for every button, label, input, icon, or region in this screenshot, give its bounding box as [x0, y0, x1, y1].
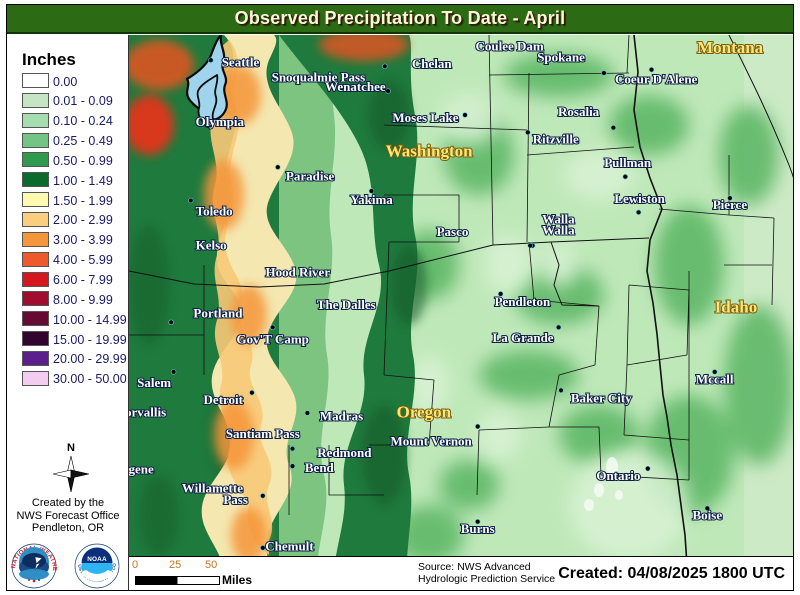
svg-text:Idaho: Idaho [715, 297, 758, 316]
svg-text:Wenatchee: Wenatchee [325, 79, 386, 94]
svg-text:Bend: Bend [305, 460, 335, 475]
svg-text:Paradise: Paradise [286, 169, 335, 184]
svg-text:Salem: Salem [137, 375, 171, 390]
svg-text:Eugene: Eugene [129, 462, 154, 477]
svg-text:Baker City: Baker City [571, 391, 632, 406]
svg-text:Ontario: Ontario [596, 468, 640, 483]
svg-text:Coeur D'Alene: Coeur D'Alene [615, 72, 698, 87]
svg-text:Redmond: Redmond [317, 445, 372, 460]
svg-text:The Dalles: The Dalles [317, 297, 376, 312]
svg-text:Walla: Walla [542, 223, 575, 238]
svg-text:Madras: Madras [320, 409, 363, 424]
svg-text:Toledo: Toledo [196, 204, 233, 219]
svg-text:Gov'T Camp: Gov'T Camp [237, 332, 309, 347]
svg-text:Spokane: Spokane [537, 50, 585, 65]
svg-text:Pendleton: Pendleton [495, 294, 551, 309]
svg-text:Washington: Washington [386, 142, 473, 161]
svg-text:Yakima: Yakima [350, 192, 393, 207]
svg-text:Portland: Portland [193, 305, 243, 320]
svg-text:Kelso: Kelso [196, 238, 227, 253]
svg-text:Boise: Boise [692, 508, 722, 523]
svg-text:Chemult: Chemult [265, 538, 314, 553]
svg-text:Pullman: Pullman [604, 155, 652, 170]
svg-text:Corvallis: Corvallis [129, 405, 166, 420]
svg-text:Oregon: Oregon [397, 403, 452, 422]
svg-text:Lewiston: Lewiston [614, 191, 665, 206]
svg-text:Seattle: Seattle [222, 54, 260, 69]
svg-text:Montana: Montana [697, 38, 764, 57]
svg-text:Burns: Burns [461, 521, 495, 536]
svg-text:Rosalia: Rosalia [558, 104, 600, 119]
svg-text:La Grande: La Grande [493, 330, 554, 345]
svg-text:N: N [67, 442, 75, 454]
svg-text:NOAA: NOAA [87, 556, 107, 563]
svg-text:Mount Vernon: Mount Vernon [391, 433, 473, 448]
svg-text:Santiam Pass: Santiam Pass [226, 426, 300, 441]
svg-text:Mccall: Mccall [696, 371, 734, 386]
svg-text:Pierce: Pierce [713, 197, 748, 212]
svg-text:Pass: Pass [223, 492, 248, 507]
svg-text:Hood River: Hood River [265, 265, 330, 280]
svg-text:Coulee Dam: Coulee Dam [476, 39, 544, 54]
svg-text:Chelan: Chelan [412, 56, 453, 71]
svg-text:Moses Lake: Moses Lake [392, 110, 458, 125]
svg-text:Olympia: Olympia [196, 114, 245, 129]
svg-text:Pasco: Pasco [437, 224, 469, 239]
svg-text:Ritzville: Ritzville [533, 131, 579, 146]
svg-text:Detroit: Detroit [204, 392, 244, 407]
